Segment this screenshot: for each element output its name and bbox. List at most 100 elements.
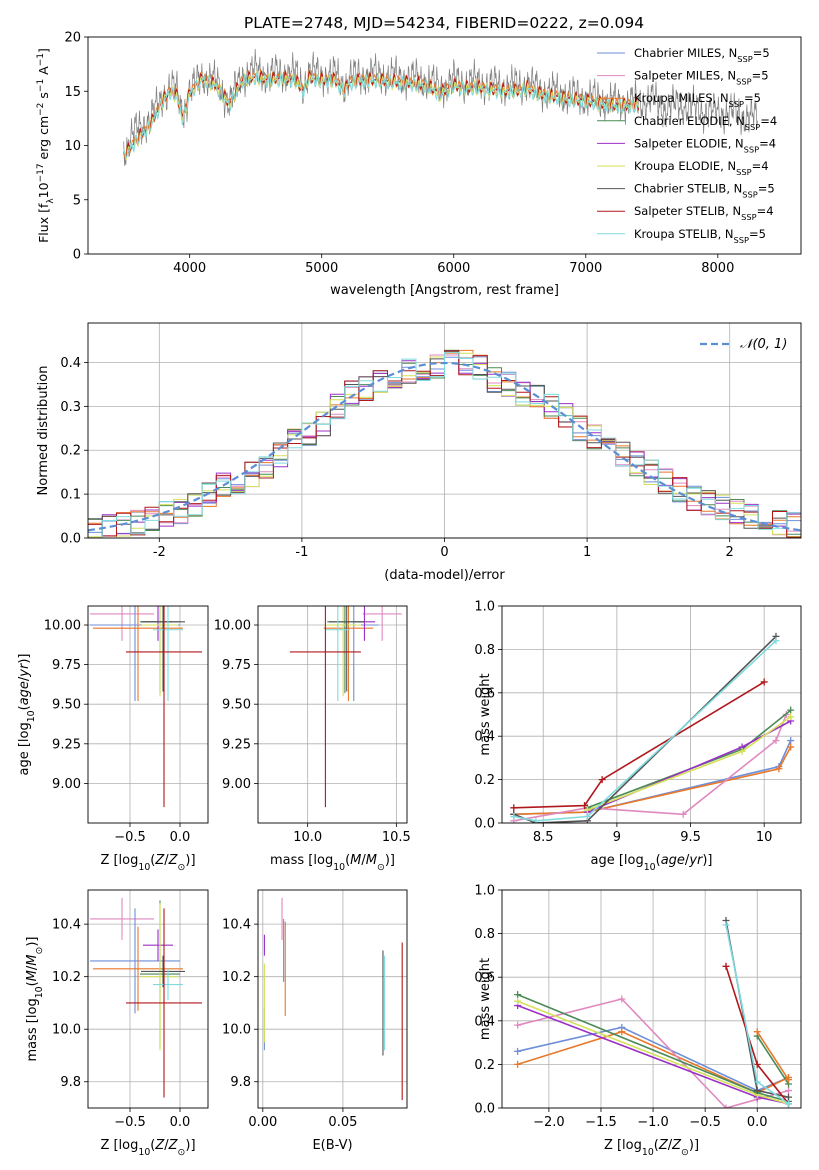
histogram-legend: 𝒩(0, 1) — [700, 337, 787, 352]
x-tick-label: 0.0 — [747, 1115, 768, 1130]
x-tick-label: −1.0 — [637, 1115, 669, 1130]
x-tick-label: −2.0 — [533, 1115, 565, 1130]
x-tick-label: 0.00 — [248, 1115, 277, 1130]
mass-weight-line — [513, 746, 792, 816]
mass_weight_vs_age-lines — [510, 632, 795, 823]
x-tick-label: 8000 — [701, 261, 734, 276]
mass-weight-line — [513, 681, 765, 809]
legend-entry: Salpeter MILES, NSSP=5 — [634, 69, 769, 87]
mass-weight-marker — [775, 765, 783, 773]
y-tick-label: 9.25 — [222, 737, 251, 752]
figure-title: PLATE=2748, MJD=54234, FIBERID=0222, z=0… — [244, 14, 644, 32]
normal-pdf-line — [88, 361, 801, 532]
axes-age_vs_Z: −0.5 0.0 9.00 9.25 9.50 9.75 10.00 — [44, 606, 208, 845]
y-tick-label: 9.00 — [52, 777, 81, 792]
x-tick-label: 10.0 — [293, 830, 322, 845]
x-tick-label: 8.5 — [533, 830, 554, 845]
axes-mass_vs_Z: −0.5 0.0 9.8 10.0 10.2 10.4 — [52, 890, 208, 1130]
legend-entry: Chabrier ELODIE, NSSP=4 — [634, 114, 777, 132]
y-tick-label: 10.00 — [44, 619, 81, 634]
mass-weight-marker — [514, 1047, 522, 1055]
age_vs_mass-xlabel: mass [log10(M/M⊙)] — [270, 853, 395, 873]
mass-weight-marker — [618, 1028, 626, 1036]
mass-weight-marker — [753, 1060, 761, 1068]
spectrum-ylabel-text: Flux [fλ10−17 erg cm−2 s−1 A−1] — [36, 48, 56, 243]
mass-weight-marker — [772, 737, 780, 745]
mass_vs_Z-ylabel-text: mass [log10(M/M⊙)] — [25, 937, 45, 1062]
spectrum-xlabel: wavelength [Angstrom, rest frame] — [330, 283, 559, 298]
mass_vs_Z-ylabel: mass [log10(M/M⊙)] — [25, 937, 45, 1062]
mass-weight-marker — [722, 1104, 730, 1108]
age_vs_Z-frame — [87, 605, 209, 824]
mass-weight-marker — [753, 1028, 761, 1036]
x-tick-label: 5000 — [305, 261, 338, 276]
mass-weight-marker — [598, 776, 606, 784]
histogram-frame — [87, 322, 802, 539]
y-tick-label: 0.4 — [474, 1014, 495, 1029]
mass-weight-marker — [510, 812, 518, 820]
mass-weight-marker — [784, 1087, 792, 1095]
x-tick-label: 0.05 — [328, 1115, 357, 1130]
x-tick-label: 1 — [583, 545, 591, 560]
mass_weight_vs_Z-lines — [514, 917, 792, 1108]
x-tick-label: 0 — [440, 545, 448, 560]
y-tick-label: 10.0 — [222, 1023, 251, 1038]
mass-weight-marker — [784, 1093, 792, 1101]
histogram-ylabel: Normed distribution — [36, 366, 51, 496]
age_vs_mass-points — [289, 606, 402, 808]
axes-mass_vs_ebv: 0.00 0.05 9.8 10.0 10.2 10.4 — [222, 890, 407, 1130]
y-tick-label: 9.8 — [230, 1075, 251, 1090]
mass-weight-marker — [787, 713, 795, 721]
y-tick-label: 0.0 — [474, 817, 495, 832]
y-tick-label: 10.4 — [52, 918, 81, 933]
y-tick-label: 0.2 — [60, 444, 81, 459]
grid — [258, 890, 407, 1108]
mass-weight-marker — [618, 995, 626, 1003]
axes-spectrum: 4000 5000 6000 7000 8000 0 5 10 15 20 — [64, 31, 734, 277]
histogram-xlabel: (data-model)/error — [384, 568, 505, 583]
legend-entry: Salpeter STELIB, NSSP=4 — [634, 204, 774, 222]
spectrum-plot — [123, 48, 758, 166]
y-tick-label: 0.0 — [474, 1102, 495, 1117]
mass-weight-line — [756, 1031, 790, 1081]
x-tick-label: 9 — [613, 830, 621, 845]
y-tick-label: 9.00 — [222, 777, 251, 792]
x-tick-label: −0.5 — [114, 1115, 146, 1130]
x-tick-label: 10.5 — [382, 830, 411, 845]
mass-weight-line — [756, 1035, 790, 1085]
mass-weight-marker — [772, 637, 780, 645]
age_vs_mass-frame — [257, 605, 408, 824]
mass-weight-marker — [787, 743, 795, 751]
spectrum-frame — [87, 36, 802, 255]
mass_vs_Z-xlabel: Z [log10(Z/Z⊙)] — [100, 1138, 195, 1158]
mass_weight_vs_age-ylabel: mass weight — [478, 673, 493, 755]
legend-entry: Kroupa ELODIE, NSSP=4 — [634, 159, 769, 177]
mass_weight_vs_age-xlabel: age [log10(age/yr)] — [590, 853, 712, 873]
x-tick-label: 6000 — [437, 261, 470, 276]
histogram-step — [88, 351, 801, 538]
mass_weight_vs_age-frame — [501, 605, 802, 824]
x-tick-label: −1.5 — [585, 1115, 617, 1130]
mass-weight-marker — [583, 812, 591, 820]
y-tick-label: 9.75 — [52, 658, 81, 673]
mass_vs_ebv-frame — [257, 889, 408, 1109]
x-tick-label: 0.0 — [170, 1115, 191, 1130]
y-tick-label: 9.50 — [52, 698, 81, 713]
x-tick-label: 10 — [756, 830, 773, 845]
legend-entry: Salpeter ELODIE, NSSP=4 — [634, 136, 776, 154]
y-tick-label: 15 — [64, 85, 81, 100]
x-tick-label: 9.5 — [680, 830, 701, 845]
y-tick-label: 0.1 — [60, 488, 81, 503]
mass_weight_vs_Z-xlabel: Z [log10(Z/Z⊙)] — [604, 1138, 699, 1158]
y-tick-label: 10.2 — [52, 970, 81, 985]
mass_vs_ebv-points — [263, 897, 403, 1101]
y-tick-label: 1.0 — [474, 600, 495, 615]
legend-entry: Kroupa STELIB, NSSP=5 — [634, 227, 766, 245]
mass_weight_vs_Z-frame — [501, 889, 802, 1109]
spectrum-model-line — [123, 72, 639, 160]
mass-weight-marker — [583, 806, 591, 814]
mass-weight-marker — [514, 1060, 522, 1068]
y-tick-label: 10 — [64, 139, 81, 154]
legend-entry: 𝒩(0, 1) — [740, 337, 787, 352]
